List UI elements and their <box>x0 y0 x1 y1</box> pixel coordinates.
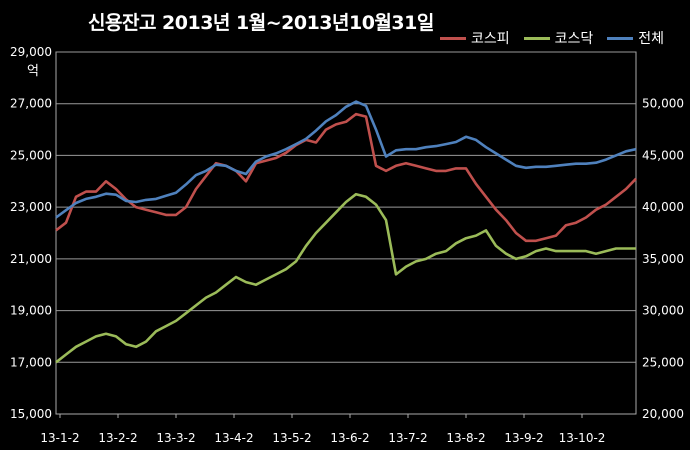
chart-title: 신용잔고 2013년 1월~2013년10월31일 <box>88 12 434 34</box>
x-axis-tick-label: 13-3-2 <box>156 431 195 445</box>
chart-legend: 코스피 코스닥 전체 <box>440 28 664 48</box>
x-axis-tick-label: 13-4-2 <box>214 431 253 445</box>
right-axis-tick-label: 30,000 <box>642 304 684 318</box>
right-axis-tick-label: 25,000 <box>642 355 684 369</box>
right-axis-tick-label: 40,000 <box>642 200 684 214</box>
x-axis-tick-label: 13-9-2 <box>504 431 543 445</box>
right-axis-tick-label: 35,000 <box>642 252 684 266</box>
x-axis-tick-label: 13-8-2 <box>446 431 485 445</box>
legend-swatch-kosdaq <box>523 36 550 40</box>
right-axis-tick-label: 50,000 <box>642 97 684 111</box>
legend-label-kospi: 코스피 <box>471 31 510 47</box>
left-axis-unit: 억 <box>27 64 39 79</box>
x-axis-tick-label: 13-1-2 <box>40 431 79 445</box>
x-axis-tick-label: 13-5-2 <box>272 431 311 445</box>
plot-area <box>55 51 637 415</box>
series-line-kospi <box>55 112 637 243</box>
series-line-kosdaq <box>55 192 636 364</box>
legend-item-kosdaq: 코스닥 <box>523 28 594 48</box>
left-axis-tick-label: 15,000 <box>10 407 52 421</box>
x-axis-tick-label: 13-2-2 <box>98 431 137 445</box>
left-axis-tick-label: 21,000 <box>10 252 52 266</box>
x-axis-tick-label: 13-10-2 <box>559 431 606 445</box>
left-axis-tick-label: 17,000 <box>10 355 52 369</box>
left-axis-tick-label: 19,000 <box>10 304 52 318</box>
x-axis-tick-label: 13-7-2 <box>388 431 427 445</box>
legend-item-total: 전체 <box>607 28 664 48</box>
x-axis-tick-label: 13-6-2 <box>330 431 369 445</box>
left-axis-tick-label: 27,000 <box>10 97 52 111</box>
legend-label-kosdaq: 코스닥 <box>554 31 594 47</box>
right-axis-tick-label: 20,000 <box>642 407 684 421</box>
legend-label-total: 전체 <box>638 31 665 47</box>
legend-item-kospi: 코스피 <box>440 28 510 48</box>
series-line-total <box>55 100 637 219</box>
right-axis-tick-label: 45,000 <box>642 148 684 162</box>
legend-swatch-total <box>607 36 634 40</box>
left-axis-tick-label: 25,000 <box>10 148 52 162</box>
left-axis-tick-label: 23,000 <box>10 200 52 214</box>
legend-swatch-kospi <box>440 36 466 40</box>
left-axis-tick-label: 29,000 <box>10 45 52 59</box>
